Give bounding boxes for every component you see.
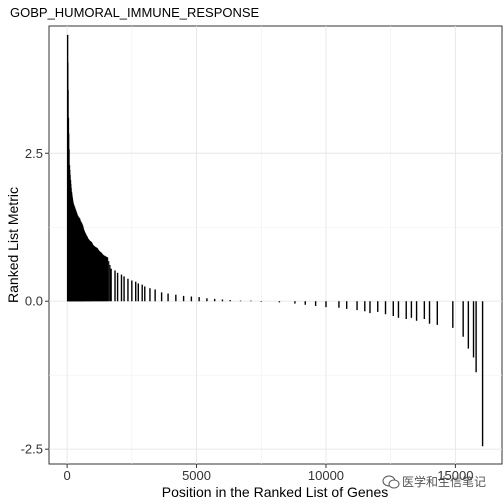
bars xyxy=(66,34,484,447)
plot-panel xyxy=(48,25,503,465)
chart-title: GOBP_HUMORAL_IMMUNE_RESPONSE xyxy=(10,5,260,20)
y-tick-label: -2.5 xyxy=(21,442,43,457)
y-axis-title: Ranked List Metric xyxy=(5,187,21,303)
x-axis-title: Position in the Ranked List of Genes xyxy=(162,484,388,500)
x-tick-label: 10000 xyxy=(308,468,344,483)
x-tick-label: 15000 xyxy=(437,468,473,483)
watermark: 医学和生信笔记 xyxy=(382,474,486,489)
x-tick-label: 0 xyxy=(64,468,71,483)
axes: -2.5 0.0 2.5 0 5000 10000 15000 xyxy=(21,146,474,483)
wechat-icon xyxy=(382,475,400,489)
x-tick-label: 5000 xyxy=(182,468,211,483)
y-tick-label: 2.5 xyxy=(25,146,43,161)
y-tick-label: 0.0 xyxy=(25,294,43,309)
watermark-text: 医学和生信笔记 xyxy=(402,474,486,489)
